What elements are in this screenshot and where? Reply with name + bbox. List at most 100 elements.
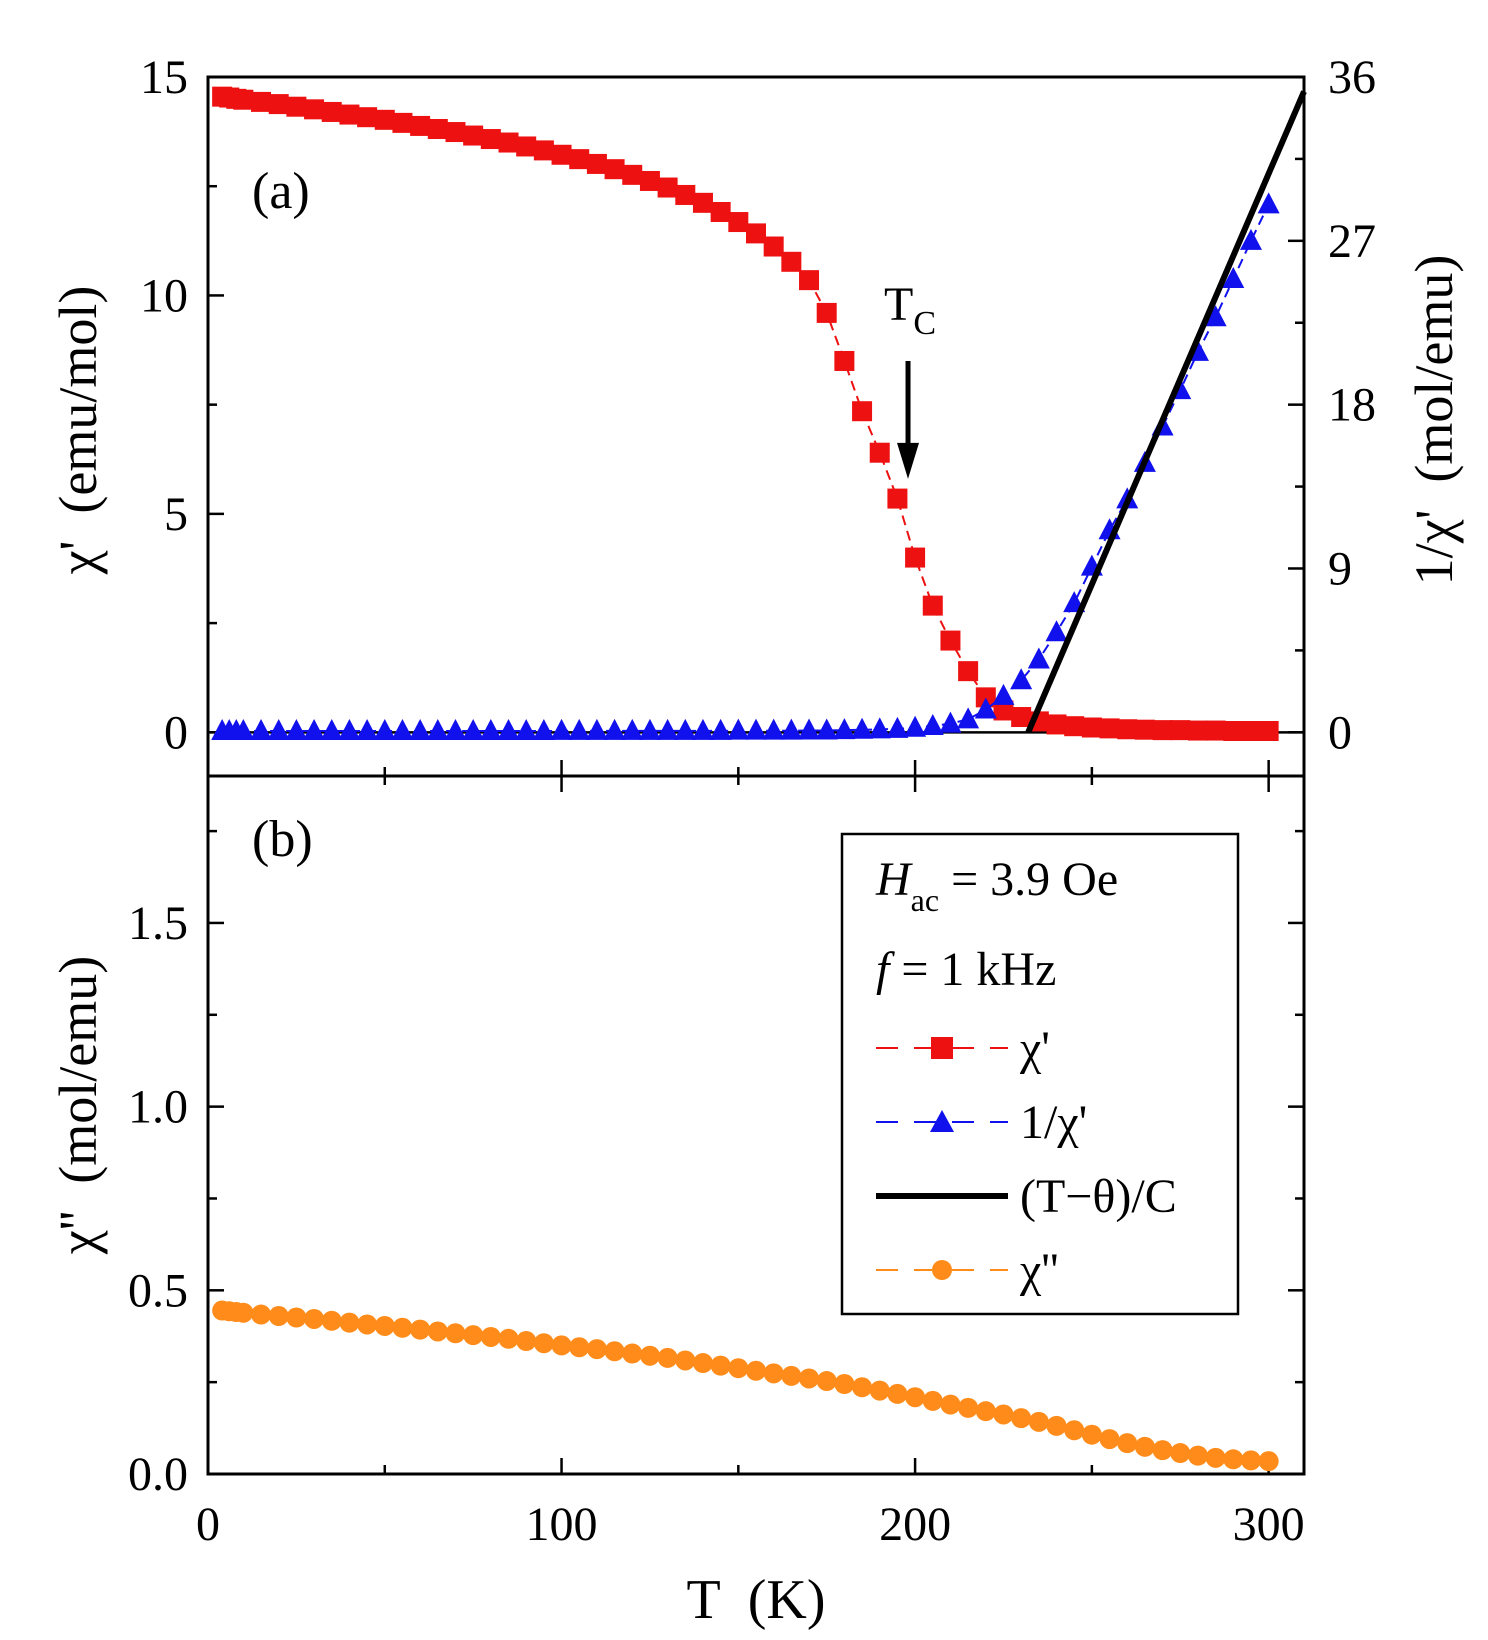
- invchi-point: [691, 718, 714, 740]
- chi1-point: [1134, 719, 1155, 740]
- chi2-point: [533, 1333, 554, 1354]
- y2-tick-label-a: 36: [1328, 51, 1376, 104]
- chi1-point: [1170, 720, 1191, 741]
- panel-b-frame: [206, 774, 1306, 1476]
- chi2-point: [692, 1353, 713, 1374]
- invchi-point: [621, 718, 644, 740]
- chi1-point: [869, 442, 890, 463]
- chi2-point: [1187, 1445, 1208, 1466]
- y-tick-label-b: 1.0: [128, 1081, 188, 1134]
- chi2-point: [268, 1306, 289, 1327]
- chi1-point: [357, 107, 378, 128]
- chi2-point: [374, 1315, 395, 1336]
- legend-chi1-marker: [931, 1037, 953, 1059]
- chi2-point: [1170, 1443, 1191, 1464]
- invchi-point: [391, 719, 414, 741]
- chi2-point: [781, 1365, 802, 1386]
- legend-hac-sub: ac: [911, 882, 939, 918]
- legend-invchi-label: 1/χ': [1020, 1096, 1087, 1149]
- invchi-point: [833, 718, 856, 740]
- chi1-point: [516, 136, 537, 157]
- chi2-point: [410, 1319, 431, 1340]
- invchi-point: [250, 719, 273, 741]
- invchi-point: [638, 718, 661, 740]
- invchi-point: [815, 718, 838, 740]
- chi2-point: [1117, 1433, 1138, 1454]
- x-tick-label: 100: [526, 1498, 598, 1551]
- invchi-point: [320, 719, 343, 741]
- y-tick-label-a: 0: [164, 706, 188, 759]
- chi1-point: [586, 153, 607, 174]
- chi1-point: [922, 595, 943, 616]
- invchi-point: [409, 719, 432, 741]
- chi2-point: [304, 1308, 325, 1329]
- invchi-point: [974, 697, 997, 719]
- chi2-point: [1240, 1450, 1261, 1471]
- invchi-point: [303, 719, 326, 741]
- chi2-point: [1134, 1436, 1155, 1457]
- y2-tick-label-a: 0: [1328, 706, 1352, 759]
- chi1-point: [374, 109, 395, 130]
- chi2-point: [657, 1347, 678, 1368]
- legend-f: f = 1 kHz: [876, 943, 1056, 996]
- chi1-point: [657, 177, 678, 198]
- chi2-point: [604, 1341, 625, 1362]
- invchi-point: [709, 718, 732, 740]
- marks-layer: [211, 86, 1307, 1472]
- invchi-point: [674, 718, 697, 740]
- chi1-point: [887, 488, 908, 509]
- panel-a-label: (a): [252, 163, 310, 220]
- chi2-point: [321, 1310, 342, 1331]
- chi1-point: [993, 700, 1014, 721]
- tc-arrow-head: [897, 442, 920, 479]
- y2-tick-label-a: 27: [1328, 215, 1376, 268]
- legend-hac: Hac = 3.9 Oe: [875, 853, 1118, 918]
- invchi-point: [515, 719, 538, 741]
- y-axis-title-a: χ' (emu/mol): [48, 286, 108, 576]
- x-tick-label: 300: [1233, 1498, 1305, 1551]
- chi1-point: [463, 125, 484, 146]
- chi2-point: [1258, 1451, 1279, 1472]
- y-tick-label-a: 10: [140, 269, 188, 322]
- chi1-point: [233, 89, 254, 110]
- chi2-point: [516, 1331, 537, 1352]
- tc-annotation: TC: [884, 278, 936, 342]
- invchi-point: [1010, 668, 1033, 690]
- chi1-point: [799, 270, 820, 291]
- chi1-point: [639, 170, 660, 191]
- invchi-point: [1027, 647, 1050, 669]
- chi2-point: [922, 1390, 943, 1411]
- legend-chi1-label: χ': [1019, 1022, 1050, 1075]
- chi1-point: [1240, 721, 1261, 742]
- chi2-point: [993, 1404, 1014, 1425]
- chi2-point: [1205, 1447, 1226, 1468]
- chi2-point: [1046, 1415, 1067, 1436]
- invchi-point: [1204, 305, 1227, 327]
- chi2-point: [569, 1337, 590, 1358]
- chi2-point: [1011, 1408, 1032, 1429]
- invchi-line: [222, 203, 1270, 732]
- invchi-point: [532, 719, 555, 741]
- invchi-point: [426, 719, 449, 741]
- chi1-point: [251, 91, 272, 112]
- chi2-point: [887, 1383, 908, 1404]
- invchi-point: [992, 683, 1015, 705]
- invchi-point: [745, 718, 767, 740]
- chi2-point: [233, 1302, 254, 1323]
- y-tick-label-b: 0.5: [128, 1264, 188, 1317]
- legend-invchi-marker: [930, 1110, 954, 1132]
- invchi-point: [356, 719, 379, 741]
- invchi-point: [285, 719, 308, 741]
- chi2-point: [958, 1397, 979, 1418]
- chi2-point: [728, 1358, 749, 1379]
- legend-hac-value: = 3.9 Oe: [939, 853, 1118, 906]
- invchi-point: [798, 718, 821, 740]
- y2-tick-label-a: 9: [1328, 542, 1352, 595]
- chi1-point: [975, 687, 996, 708]
- y2-axis-title-a: 1/χ' (mol/emu): [1404, 255, 1464, 586]
- chi1-point: [1258, 721, 1279, 742]
- chi1-point: [1205, 720, 1226, 741]
- invchi-point: [957, 707, 980, 729]
- chi2-point: [763, 1363, 784, 1384]
